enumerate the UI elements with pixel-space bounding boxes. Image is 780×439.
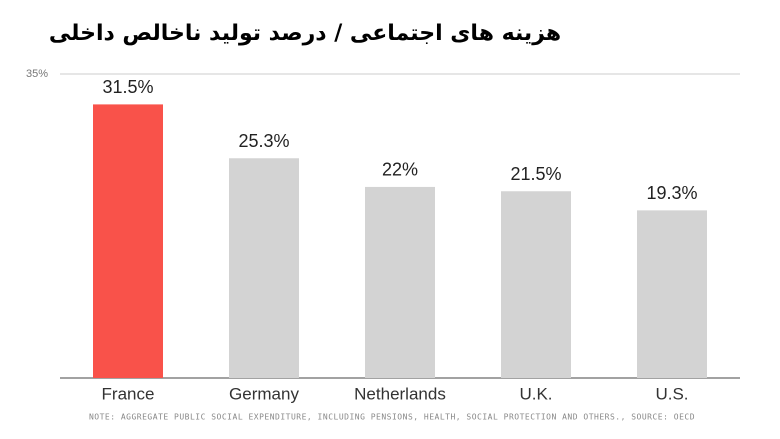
value-label: 25.3% — [238, 131, 289, 151]
x-tick-label: U.K. — [519, 384, 552, 403]
chart-title: هزینه های اجتماعی / درصد تولید ناخالص دا… — [49, 21, 561, 46]
x-tick-label: Netherlands — [354, 384, 446, 403]
bar — [637, 210, 707, 378]
x-tick-label: France — [102, 384, 155, 403]
value-label: 31.5% — [102, 77, 153, 97]
bar — [365, 186, 435, 378]
note: NOTE: AGGREGATE PUBLIC SOCIAL EXPENDITUR… — [89, 413, 695, 422]
value-label: 22% — [382, 160, 418, 180]
value-label: 19.3% — [646, 183, 697, 203]
x-tick-label: U.S. — [655, 384, 688, 403]
x-tick-label: Germany — [229, 384, 299, 403]
bar — [229, 158, 299, 378]
value-label: 21.5% — [510, 164, 561, 184]
bar — [501, 191, 571, 378]
bar — [93, 104, 163, 379]
y-tick-label: 35% — [26, 68, 48, 80]
